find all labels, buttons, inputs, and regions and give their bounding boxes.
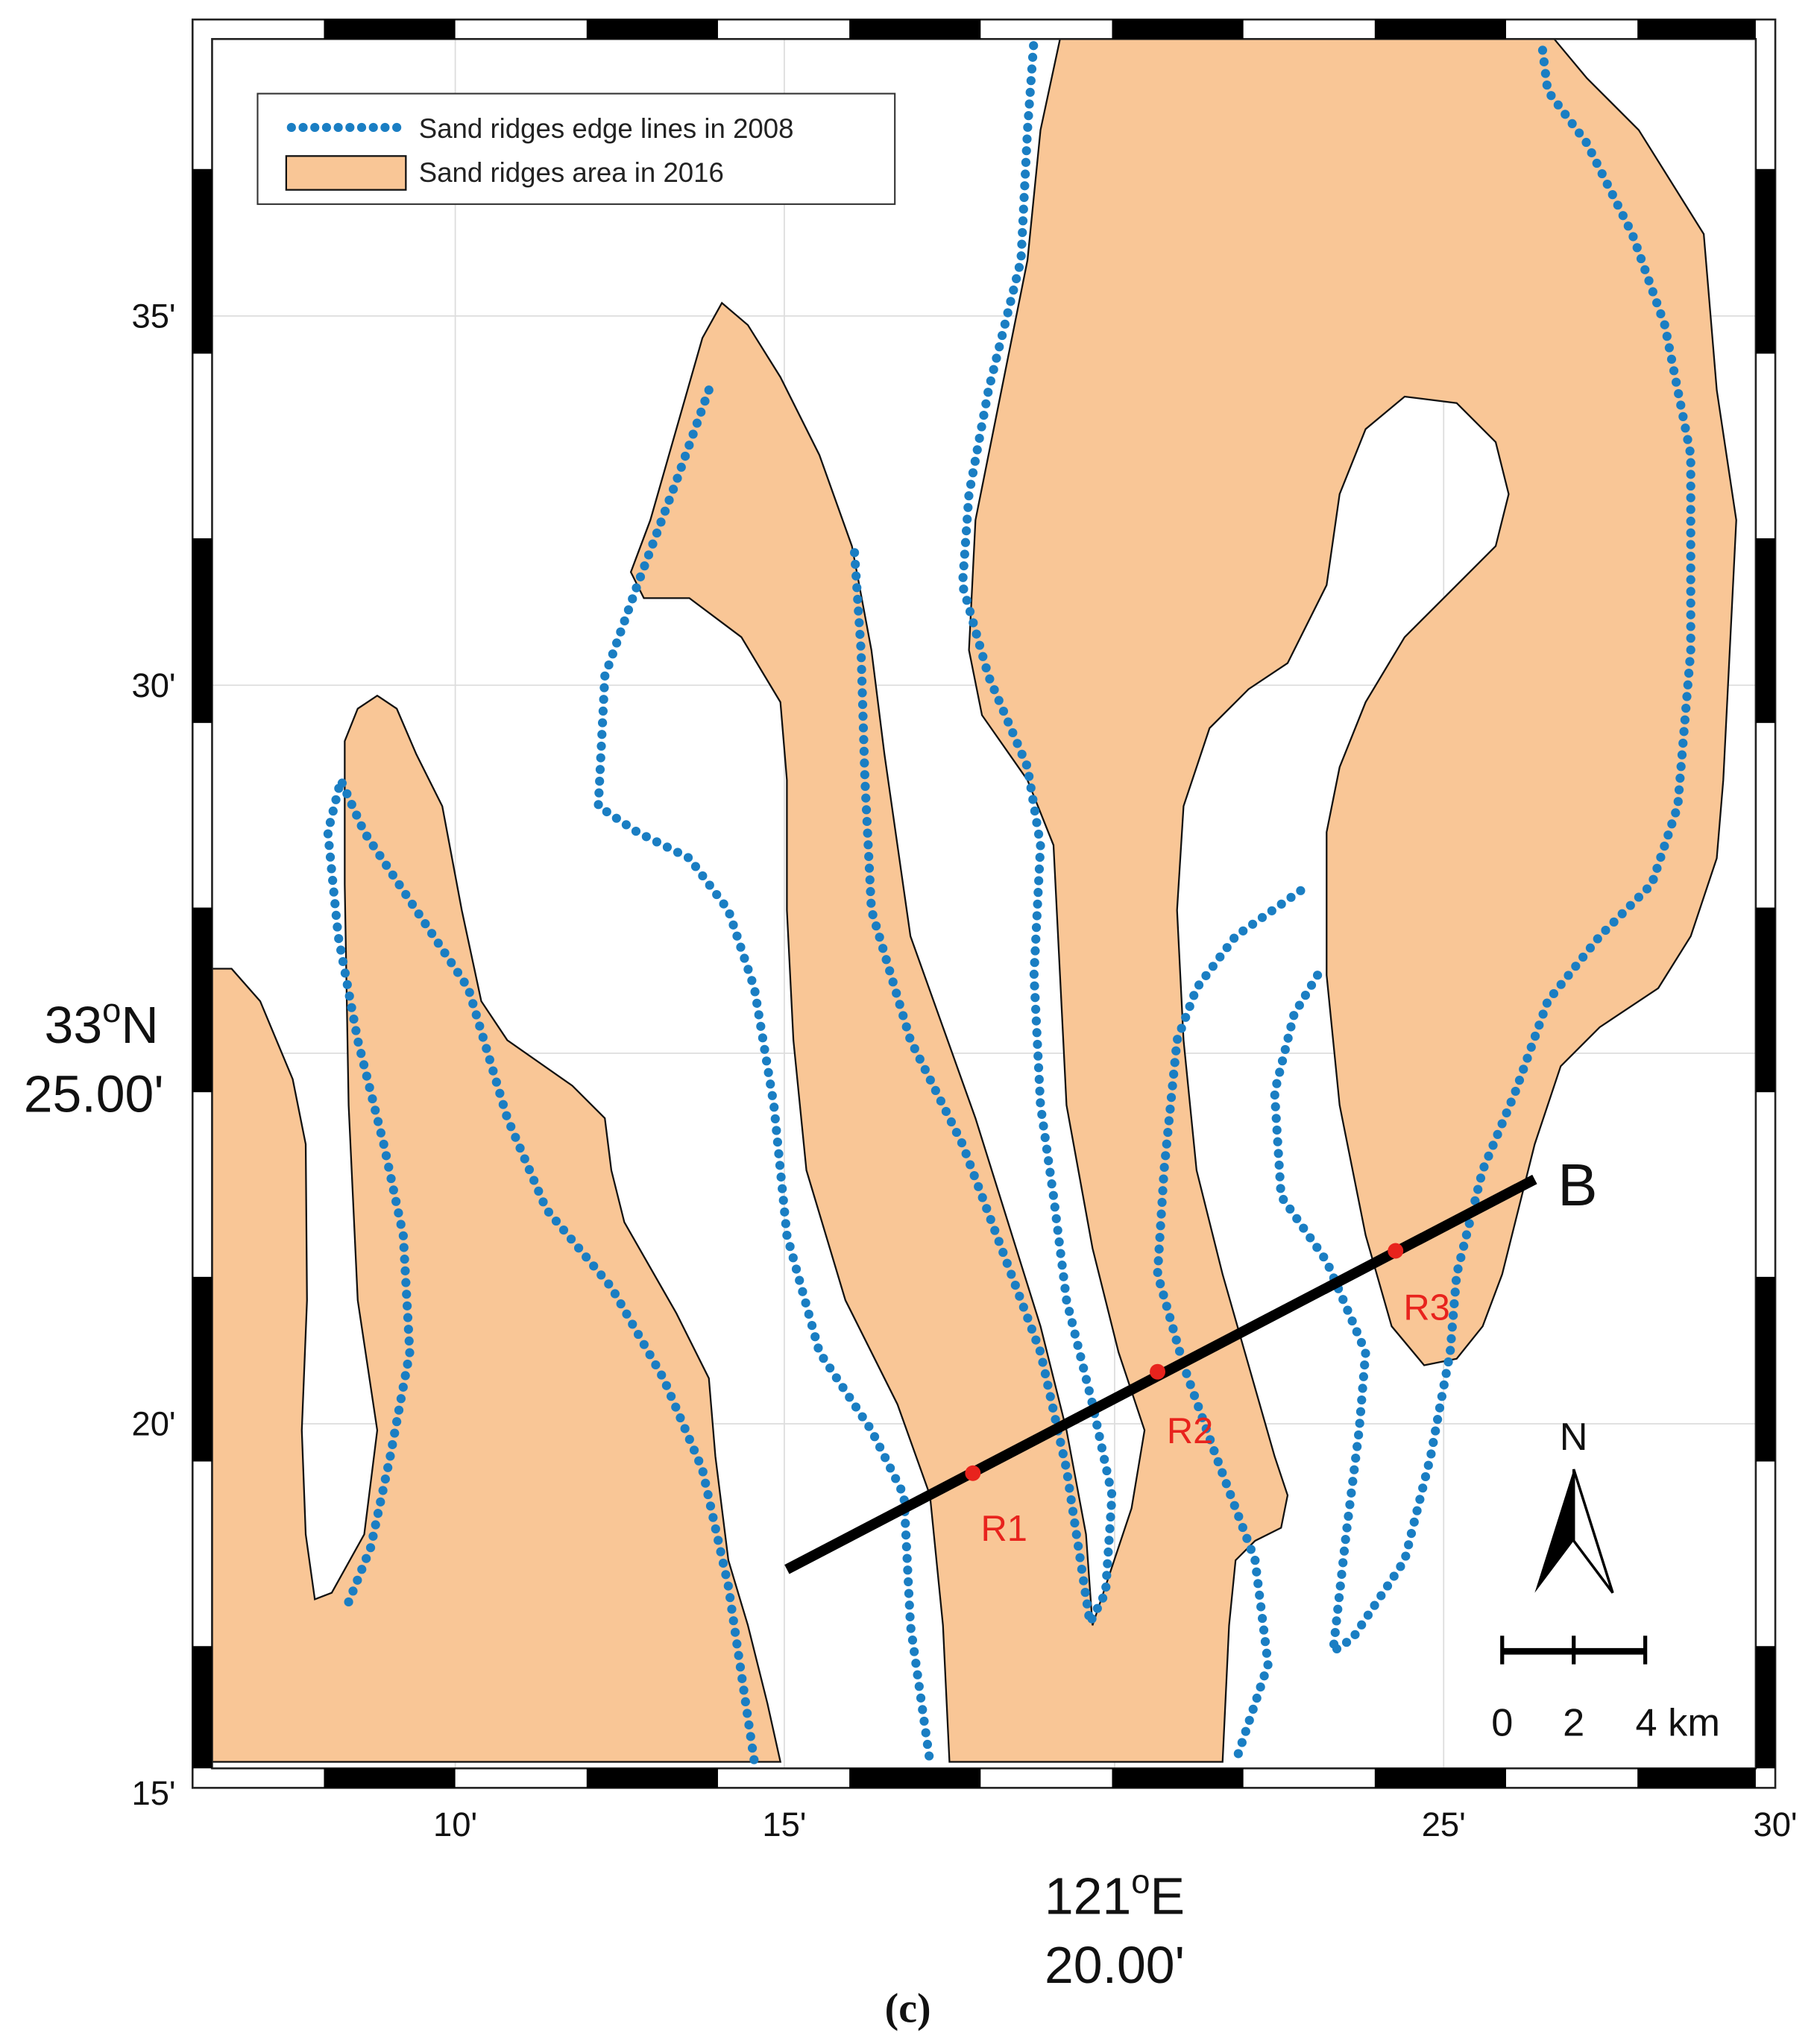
frame-segment	[192, 168, 212, 354]
point-label: R3	[1403, 1287, 1449, 1328]
sand-ridge-area	[211, 694, 782, 1763]
frame-segment	[1755, 1646, 1776, 1769]
edge-line	[593, 385, 935, 1767]
frame-segment	[192, 1646, 212, 1769]
frame-segment	[1755, 538, 1776, 723]
frame-segment	[324, 1768, 456, 1788]
frame-segment	[1755, 907, 1776, 1093]
north-arrow-half	[1534, 1469, 1574, 1593]
profile-point	[965, 1465, 981, 1481]
point-label: R2	[1167, 1411, 1213, 1451]
x-tick-label: 10'	[433, 1805, 477, 1843]
frame-outer	[191, 18, 1777, 1789]
hemisphere: N	[121, 996, 158, 1054]
north-label: N	[1560, 1416, 1588, 1459]
y-axis-minutes: 25.00'	[24, 1064, 164, 1123]
y-axis-label: 33oN	[45, 991, 159, 1054]
edge-line	[1270, 34, 1695, 1656]
edge-line	[1153, 886, 1306, 1767]
x-axis-label: 121oE	[1045, 1863, 1185, 1925]
map-frame	[191, 18, 1777, 1789]
y-tick-label: 15'	[132, 1774, 176, 1812]
frame-segment	[1112, 1768, 1244, 1788]
degree: 33	[45, 996, 103, 1054]
x-tick-label: 25'	[1422, 1805, 1466, 1843]
x-axis-minutes: 20.00'	[1045, 1936, 1185, 1994]
scale-bar: 0 2 4 km	[1491, 1635, 1720, 1745]
frame-segment	[192, 907, 212, 1093]
point-label: R1	[980, 1509, 1027, 1549]
frame-segment	[1374, 1768, 1506, 1788]
edge-line	[850, 34, 1117, 1627]
frame-segment	[849, 19, 981, 40]
profile-point	[1150, 1363, 1165, 1380]
frame-segment	[586, 1768, 718, 1788]
degree-sign: o	[102, 991, 121, 1029]
frame-segment	[586, 19, 718, 40]
profile-point	[1388, 1243, 1404, 1259]
edge-line	[323, 775, 759, 1767]
hemisphere: E	[1150, 1867, 1185, 1925]
sand-ridge-area	[629, 38, 1737, 1763]
legend-swatch	[285, 155, 407, 191]
frame-segment	[1755, 1276, 1776, 1462]
x-tick-label: 15'	[762, 1805, 806, 1843]
frame-segment	[1637, 1768, 1756, 1788]
scale-label: 4 km	[1636, 1702, 1720, 1745]
legend-label: Sand ridges edge lines in 2008	[419, 113, 794, 144]
scale-label: 0	[1491, 1702, 1513, 1745]
north-arrow: N	[1534, 1416, 1614, 1594]
frame-segment	[192, 1276, 212, 1462]
legend-label: Sand ridges area in 2016	[419, 157, 724, 188]
frame-segment	[849, 1768, 981, 1788]
degree: 121	[1045, 1867, 1131, 1925]
y-tick-label: 20'	[132, 1405, 176, 1443]
profile-end-label: B	[1558, 1152, 1598, 1219]
caption: (c)	[885, 1985, 931, 2031]
frame-segment	[1755, 168, 1776, 354]
frame-segment	[1374, 19, 1506, 40]
frame-segment	[324, 19, 456, 40]
north-arrow-half	[1572, 1469, 1614, 1594]
frame-inner	[211, 38, 1757, 1770]
scale-label: 2	[1563, 1702, 1584, 1745]
degree-sign: o	[1131, 1863, 1150, 1901]
frame-segment	[1637, 19, 1756, 40]
y-tick-label: 35'	[132, 297, 176, 335]
frame-segment	[1112, 19, 1244, 40]
x-tick-label: 30'	[1754, 1805, 1798, 1843]
frame-segment	[192, 538, 212, 723]
y-tick-label: 30'	[132, 666, 176, 704]
